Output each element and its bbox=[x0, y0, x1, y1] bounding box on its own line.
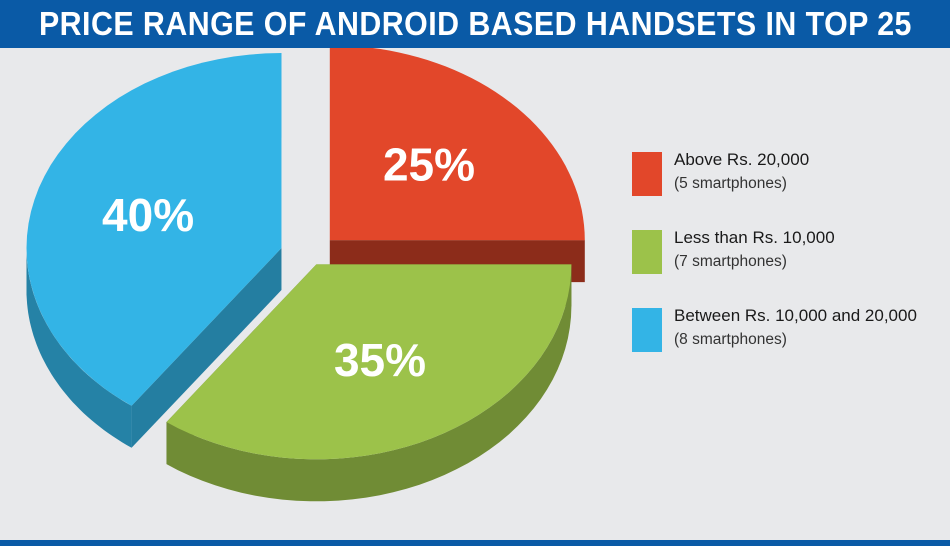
pie-top-between bbox=[26, 53, 282, 406]
legend-label-less: Less than Rs. 10,000 bbox=[674, 228, 835, 247]
legend-item-less: Less than Rs. 10,000 (7 smartphones) bbox=[632, 226, 942, 304]
pie-slice-less: 35% bbox=[166, 264, 572, 502]
chart-title: PRICE RANGE OF ANDROID BASED HANDSETS IN… bbox=[38, 5, 912, 42]
legend-swatch-between bbox=[632, 308, 662, 352]
legend-item-above: Above Rs. 20,000 (5 smartphones) bbox=[632, 148, 942, 226]
pie-label-between: 40% bbox=[102, 189, 194, 241]
pie-top-less bbox=[166, 264, 572, 460]
pie-wall-between-0 bbox=[131, 248, 282, 448]
legend-swatch-less bbox=[632, 230, 662, 274]
pie-label-above: 25% bbox=[383, 138, 475, 190]
legend: Above Rs. 20,000 (5 smartphones) Less th… bbox=[632, 148, 942, 382]
legend-sublabel-between: (8 smartphones) bbox=[674, 331, 787, 348]
bottom-bar bbox=[0, 540, 950, 546]
pie-label-less: 35% bbox=[334, 334, 426, 386]
pie-slice-between: 40% bbox=[26, 53, 282, 448]
legend-sublabel-above: (5 smartphones) bbox=[674, 175, 787, 192]
legend-swatch-above bbox=[632, 152, 662, 196]
pie-top-above bbox=[329, 48, 585, 241]
legend-label-above: Above Rs. 20,000 bbox=[674, 150, 810, 169]
pie-side-less-0 bbox=[166, 264, 572, 502]
title-bar: PRICE RANGE OF ANDROID BASED HANDSETS IN… bbox=[0, 0, 950, 48]
legend-label-between: Between Rs. 10,000 and 20,000 bbox=[674, 306, 917, 325]
pie-chart: 25% 40% 35% bbox=[26, 48, 585, 502]
pie-slice-above: 25% bbox=[329, 48, 585, 283]
legend-sublabel-less: (7 smartphones) bbox=[674, 253, 787, 270]
pie-side-between-0 bbox=[26, 248, 132, 448]
legend-item-between: Between Rs. 10,000 and 20,000 (8 smartph… bbox=[632, 304, 942, 382]
